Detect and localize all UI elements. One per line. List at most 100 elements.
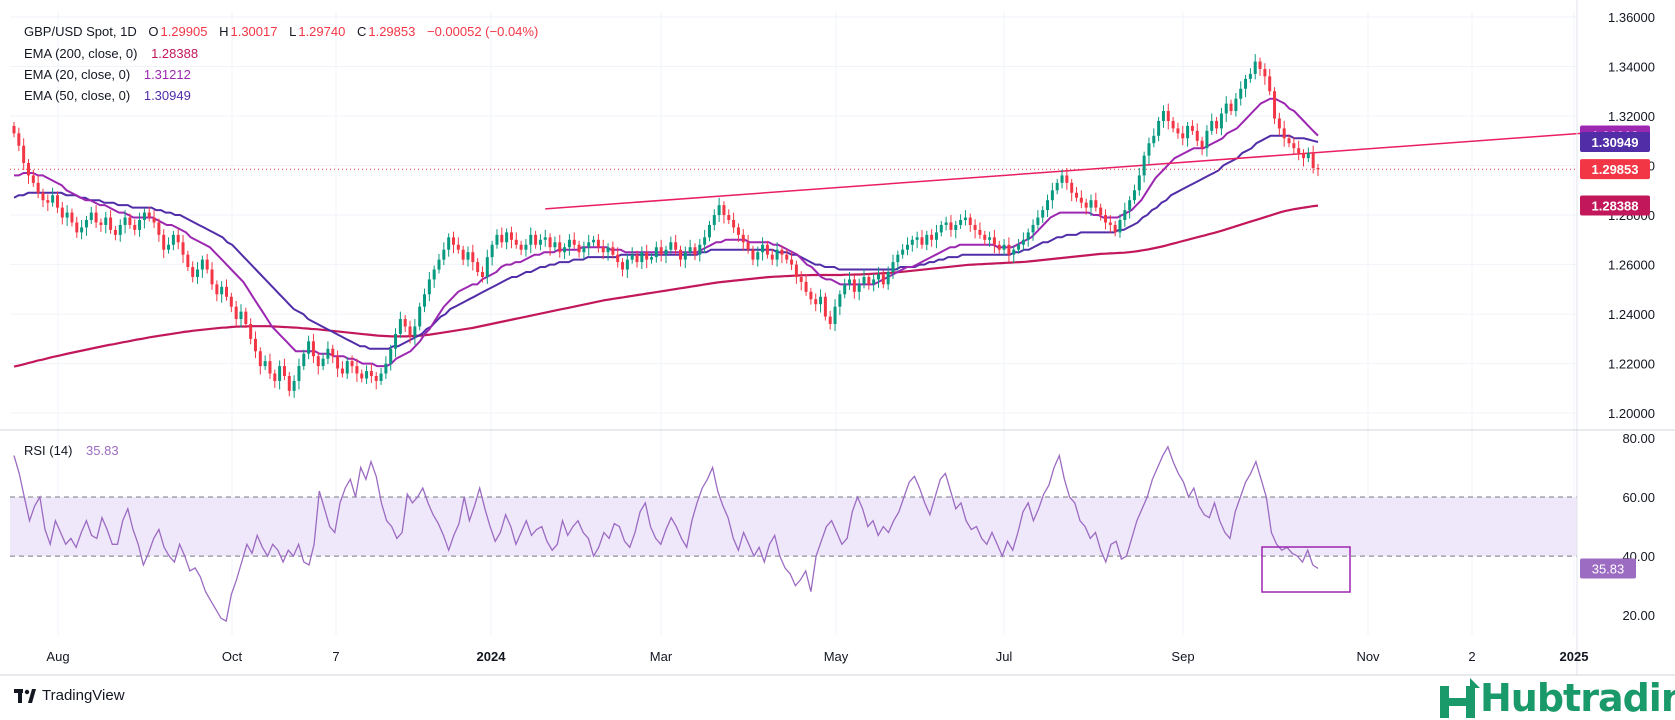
candle-body	[920, 237, 924, 245]
candle-body	[1176, 128, 1180, 134]
time-tick-label: Mar	[650, 649, 673, 664]
candle-body	[22, 145, 26, 164]
candle-body	[751, 249, 755, 260]
rsi-legend[interactable]: RSI (14) 35.83	[24, 443, 121, 458]
candle-body	[973, 224, 977, 230]
candle-body	[1070, 182, 1074, 193]
open-value: 1.29905	[160, 24, 208, 39]
candle-body	[804, 281, 808, 292]
candle-body	[727, 215, 731, 220]
ema50-value: 1.30949	[143, 88, 191, 103]
candle-body	[650, 257, 654, 260]
tradingview-logo[interactable]: TradingView	[14, 687, 125, 704]
ema20-legend[interactable]: EMA (20, close, 0) 1.31212	[24, 67, 193, 82]
price-tick-label: 1.22000	[1608, 357, 1655, 372]
candle-body	[46, 200, 50, 203]
candle-body	[949, 222, 953, 230]
candle-body	[249, 324, 253, 339]
close-value: 1.29853	[368, 24, 416, 39]
candle-body	[1244, 78, 1248, 89]
ema20-line	[14, 97, 1319, 368]
candle-body	[833, 306, 837, 324]
candle-body	[142, 212, 146, 220]
candle-body	[1195, 130, 1199, 141]
candle-body	[543, 237, 547, 240]
candle-body	[423, 294, 427, 307]
candle-body	[118, 224, 122, 235]
candle-body	[1306, 153, 1310, 159]
candle-body	[722, 205, 726, 216]
candle-body	[819, 296, 823, 305]
candle-body	[891, 262, 895, 272]
candle-body	[736, 227, 740, 235]
candle-body	[418, 306, 422, 327]
candle-body	[843, 284, 847, 295]
price-tag-bg	[1580, 195, 1650, 216]
candle-body	[215, 284, 219, 295]
candle-body	[775, 249, 779, 260]
candle-body	[1103, 215, 1107, 223]
candle-body	[1132, 190, 1136, 201]
candle-body	[389, 348, 393, 364]
price-tag-label: 1.30949	[1592, 135, 1639, 150]
price-tick-label: 1.32000	[1608, 109, 1655, 124]
candle-body	[427, 279, 431, 295]
candle-body	[152, 217, 156, 223]
ema50-label: EMA (50, close, 0)	[24, 88, 131, 103]
candle-body	[220, 286, 224, 295]
candle-body	[167, 244, 171, 250]
price-tag: 1.29853	[1580, 159, 1650, 180]
candle-body	[60, 207, 64, 218]
candle-body	[1137, 175, 1141, 191]
ema200-line	[13, 204, 1319, 368]
candle-body	[229, 296, 233, 307]
candle-body	[1190, 125, 1194, 131]
candle-body	[756, 252, 760, 260]
candle-body	[1181, 133, 1185, 139]
candle-body	[983, 234, 987, 240]
rsi-tick-label: 20.00	[1622, 608, 1655, 623]
candle-body	[1084, 202, 1088, 208]
candle-body	[514, 239, 518, 245]
ema50-path	[13, 134, 1319, 350]
high-value: 1.30017	[230, 24, 278, 39]
candle-body	[872, 279, 876, 285]
time-tick-label: 2	[1468, 649, 1475, 664]
symbol-label[interactable]: GBP/USD Spot, 1D	[24, 24, 137, 39]
candle-body	[287, 376, 291, 391]
candle-body	[176, 234, 180, 243]
tradingview-icon	[14, 688, 36, 703]
candle-body	[321, 358, 325, 367]
candle-body	[683, 252, 687, 260]
candle-body	[1273, 91, 1277, 119]
ema50-line	[13, 134, 1319, 350]
rsi-value: 35.83	[86, 443, 119, 458]
candle-body	[1186, 125, 1190, 139]
ema50-legend[interactable]: EMA (50, close, 0) 1.30949	[24, 88, 193, 103]
candle-body	[567, 239, 571, 248]
open-label: O	[148, 24, 159, 39]
candle-body	[302, 353, 306, 367]
candle-body	[688, 247, 692, 253]
candle-body	[572, 239, 576, 245]
candle-body	[490, 244, 494, 258]
candle-body	[1031, 224, 1035, 233]
candle-body	[698, 244, 702, 255]
candle-body	[1021, 239, 1025, 245]
candle-body	[852, 279, 856, 292]
hubtrading-logo: Hubtrading	[1440, 676, 1675, 720]
candle-body	[1287, 138, 1291, 144]
time-tick-label: Oct	[222, 649, 243, 664]
candle-body	[867, 276, 871, 285]
time-tick-label: 2025	[1560, 649, 1589, 664]
candle-body	[963, 217, 967, 220]
ema200-legend[interactable]: EMA (200, close, 0) 1.28388	[24, 46, 200, 61]
candle-body	[988, 237, 992, 240]
candle-body	[451, 237, 455, 245]
candle-body	[596, 239, 600, 248]
candle-body	[311, 341, 315, 357]
candle-body	[437, 259, 441, 270]
candle-body	[1089, 200, 1093, 208]
candle-body	[1099, 207, 1103, 216]
candle-body	[1224, 103, 1228, 114]
